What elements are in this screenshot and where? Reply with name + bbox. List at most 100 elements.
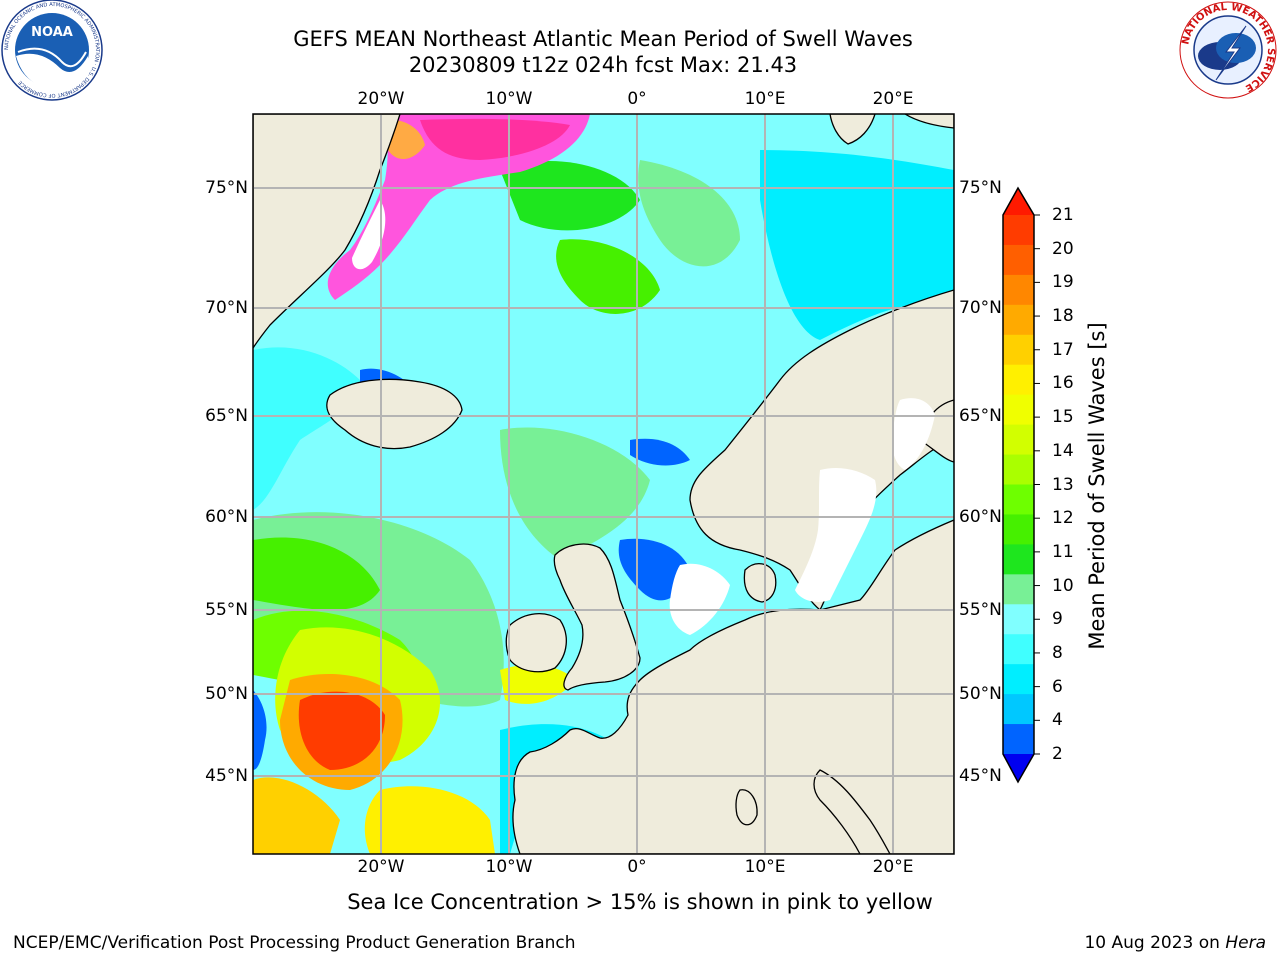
northsea-gap (669, 563, 730, 635)
map-frame (252, 113, 955, 855)
lat-label-right-60n: 60°N (959, 507, 1002, 527)
lat-label-left-60n: 60°N (205, 507, 248, 527)
lon-label-top-20w: 20°W (357, 89, 405, 109)
lat-label-right-50n: 50°N (959, 684, 1002, 704)
colorbar-band (1003, 364, 1034, 396)
colorbar-band (1003, 664, 1034, 695)
colorbar-tick-label: 18 (1052, 306, 1074, 327)
sea-ice-magenta (420, 118, 570, 160)
nws-logo-icon: NATIONAL WEATHER SERVICE (1179, 1, 1277, 99)
colorbar-tick-marks (1034, 214, 1040, 755)
field-red-sw (298, 691, 385, 770)
sea-ice-pink (327, 114, 590, 300)
field-green-center (556, 239, 660, 314)
colorbar-tick-label: 4 (1052, 710, 1063, 731)
lon-label-top-10w: 10°W (485, 89, 533, 109)
field-cyan-east (760, 150, 954, 340)
colorbar-tick-label: 9 (1052, 609, 1063, 630)
colorbar (1003, 188, 1034, 782)
colorbar-band (1003, 334, 1034, 366)
colorbar-band (1003, 544, 1034, 575)
colorbar-tick-label: 17 (1052, 339, 1074, 360)
baltic-gap (795, 468, 877, 602)
iceland (326, 378, 463, 450)
credit-machine: Hera (1225, 933, 1266, 953)
lon-label-top-0: 0° (627, 89, 647, 109)
credit-date: 10 Aug 2023 on Hera (1084, 933, 1266, 953)
lat-label-right-65n: 65°N (959, 406, 1002, 426)
map-plot-area (253, 114, 954, 854)
lat-label-left-65n: 65°N (205, 406, 248, 426)
colorbar-band (1003, 604, 1034, 635)
colorbar-tick-label: 11 (1052, 541, 1074, 562)
field-cyan-west (253, 347, 362, 510)
colorbar-tick-label: 21 (1052, 205, 1074, 225)
colorbar-band (1003, 394, 1034, 426)
graticule (253, 114, 954, 854)
colorbar-band (1003, 454, 1034, 485)
lon-label-bottom-10w: 10°W (485, 857, 533, 877)
colorbar-band (1003, 694, 1034, 725)
field-green-north (500, 161, 640, 231)
field-yellow-south (364, 786, 495, 854)
colorbar-band (1003, 514, 1034, 545)
colorbar-tick-label: 13 (1052, 474, 1074, 495)
field-blue-norway (630, 438, 690, 466)
field-mint-center (638, 160, 740, 267)
colorbar-tick-label: 20 (1052, 238, 1074, 259)
lat-label-left-70n: 70°N (205, 298, 248, 318)
colorbar-tick-label: 6 (1052, 676, 1063, 697)
lon-label-top-20e: 20°E (872, 89, 914, 109)
credit-branch: NCEP/EMC/Verification Post Processing Pr… (13, 933, 576, 953)
lon-label-bottom-20w: 20°W (357, 857, 405, 877)
colorbar-tick-label: 14 (1052, 440, 1074, 461)
colorbar-tick-label: 15 (1052, 407, 1074, 428)
svalbard-east (903, 114, 954, 129)
colorbar-band (1003, 724, 1034, 755)
field-mint-south (500, 427, 650, 560)
colorbar-extend-bottom (1003, 754, 1034, 782)
svalbard (829, 114, 876, 145)
noaa-logo-icon: NOAA NATIONAL OCEANIC AND ATMOSPHERIC AD… (1, 0, 103, 101)
field-blue-low (253, 690, 267, 770)
ireland (505, 613, 567, 673)
lat-label-left-55n: 55°N (205, 600, 248, 620)
colorbar-band (1003, 244, 1034, 276)
colorbar-tick-label: 12 (1052, 508, 1074, 529)
sea-ice-white (352, 200, 386, 270)
colorbar-tick-label: 10 (1052, 575, 1074, 596)
credit-date-text: 10 Aug 2023 on (1084, 933, 1220, 953)
colorbar-band (1003, 274, 1034, 306)
colorbar-label: Mean Period of Swell Waves [s] (1085, 322, 1109, 650)
greenland (253, 114, 401, 350)
lon-label-bottom-10e: 10°E (744, 857, 786, 877)
lat-label-left-45n: 45°N (205, 766, 248, 786)
denmark (743, 563, 777, 603)
lon-label-bottom-0: 0° (627, 857, 647, 877)
colorbar-tick-label: 2 (1052, 744, 1063, 764)
lon-label-top-10e: 10°E (744, 89, 786, 109)
field-green-west (253, 537, 380, 610)
lat-label-right-45n: 45°N (959, 766, 1002, 786)
colorbar-band (1003, 484, 1034, 515)
colorbar-tick-label: 16 (1052, 373, 1074, 394)
colorbar-tick-label: 19 (1052, 272, 1074, 293)
lat-label-left-50n: 50°N (205, 684, 248, 704)
lat-label-right-55n: 55°N (959, 600, 1002, 620)
lat-label-right-75n: 75°N (959, 178, 1002, 198)
lon-label-bottom-20e: 20°E (872, 857, 914, 877)
sea-ice-note: Sea Ice Concentration > 15% is shown in … (347, 890, 933, 914)
great-britain (553, 543, 641, 691)
lat-label-left-75n: 75°N (205, 178, 248, 198)
noaa-logo-text: NOAA (31, 25, 73, 40)
italy (813, 769, 891, 854)
chart-subtitle: 20230809 t12z 024h fcst Max: 21.43 (408, 53, 798, 77)
colorbar-band (1003, 574, 1034, 605)
colorbar-extend-top (1003, 188, 1034, 215)
colorbar-band (1003, 304, 1034, 336)
chart-title: GEFS MEAN Northeast Atlantic Mean Period… (293, 27, 913, 51)
lat-label-right-70n: 70°N (959, 298, 1002, 318)
field-orange-south (253, 777, 340, 854)
colorbar-band (1003, 634, 1034, 665)
